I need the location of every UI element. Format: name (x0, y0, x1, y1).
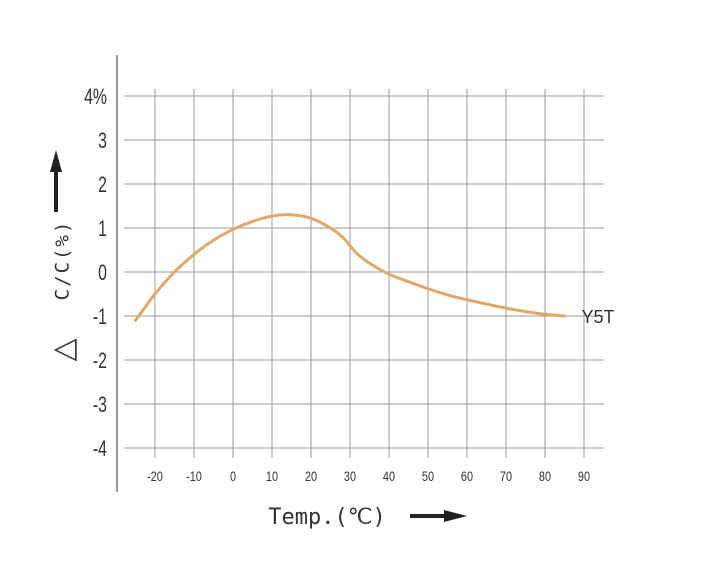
x-tick-label: 60 (461, 469, 473, 485)
y-tick-labels: 4% 3 2 1 0 -1 -2 -3 -4 (84, 86, 107, 462)
y-tick-label: -1 (93, 306, 107, 330)
y-axis-label-group: △ C/C(%) (46, 220, 81, 362)
x-axis-label: Temp.(℃) (268, 505, 385, 530)
x-tick-label: -10 (186, 469, 202, 485)
x-tick-label: 0 (230, 469, 236, 485)
x-tick-label: 70 (500, 469, 512, 485)
x-tick-label: -20 (147, 469, 163, 485)
x-tick-label: 50 (422, 469, 434, 485)
y-tick-label: -2 (93, 350, 107, 374)
y-axis-label: C/C(%) (52, 220, 74, 301)
grid (124, 89, 604, 458)
y-tick-label: 2 (98, 174, 107, 198)
x-tick-labels: -20 -10 0 10 20 30 40 50 60 70 80 90 (147, 469, 590, 485)
x-tick-label: 10 (266, 469, 278, 485)
x-tick-label: 80 (539, 469, 551, 485)
y-tick-label: 3 (98, 130, 107, 154)
x-tick-label: 30 (344, 469, 356, 485)
y-tick-label: 4% (84, 86, 107, 110)
y-tick-label: 1 (98, 218, 107, 242)
series-layer: Y5T (134, 213, 615, 327)
y-axis-symbol: △ (46, 338, 81, 361)
y-tick-label: -4 (93, 438, 107, 462)
y-tick-label: -3 (93, 394, 107, 418)
x-axis-arrow (410, 510, 467, 522)
x-tick-label: 20 (305, 469, 317, 485)
series-line-y5t (134, 213, 566, 322)
series-label: Y5T (582, 307, 615, 327)
x-tick-label: 90 (578, 469, 590, 485)
y-tick-label: 0 (98, 262, 107, 286)
y-axis-arrow (50, 150, 62, 212)
x-tick-label: 40 (383, 469, 395, 485)
